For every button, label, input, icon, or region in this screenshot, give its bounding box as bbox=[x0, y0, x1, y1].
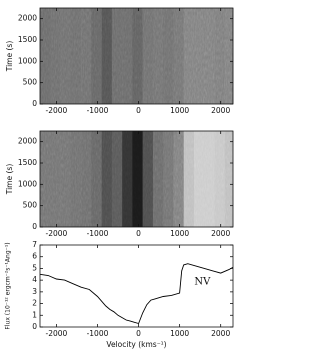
y-tick-label: 1000 bbox=[18, 56, 37, 65]
x-tick-label: 2000 bbox=[211, 329, 230, 338]
y-axis-label: Time (s) bbox=[5, 41, 14, 73]
noise-texture bbox=[40, 131, 233, 227]
y-tick-label: 4 bbox=[32, 275, 37, 284]
plot-frame bbox=[39, 7, 234, 105]
y-tick-label: 3 bbox=[32, 287, 37, 296]
x-tick-label: -1000 bbox=[87, 106, 109, 115]
x-tick-label: 0 bbox=[136, 329, 141, 338]
x-tick-label: -1000 bbox=[87, 329, 109, 338]
plot-frame bbox=[39, 244, 234, 328]
noise-texture bbox=[40, 8, 233, 104]
y-axis-label: Flux (10⁻¹² ergcm⁻²s⁻¹Ang⁻¹) bbox=[5, 242, 12, 329]
x-tick-label: -2000 bbox=[46, 329, 68, 338]
y-tick-label: 2000 bbox=[18, 14, 37, 23]
y-tick-label: 500 bbox=[23, 201, 38, 210]
x-axis-label: Velocity (kms⁻¹) bbox=[106, 340, 166, 349]
plot-frame bbox=[39, 130, 234, 228]
y-tick-label: 1500 bbox=[18, 35, 37, 44]
flux-line bbox=[39, 263, 234, 325]
y-tick-label: 0 bbox=[32, 99, 37, 108]
x-tick-label: 0 bbox=[136, 106, 141, 115]
y-axis-label: Time (s) bbox=[5, 164, 14, 196]
y-tick-label: 2000 bbox=[18, 137, 37, 146]
y-tick-label: 5 bbox=[32, 263, 37, 272]
annotation: NV bbox=[194, 276, 211, 287]
x-tick-label: 2000 bbox=[211, 229, 230, 238]
x-tick-label: 1000 bbox=[170, 229, 189, 238]
x-tick-label: 2000 bbox=[211, 106, 230, 115]
y-tick-label: 1 bbox=[32, 310, 37, 319]
y-tick-label: 0 bbox=[32, 322, 37, 331]
x-tick-label: 0 bbox=[136, 229, 141, 238]
x-tick-label: -2000 bbox=[46, 106, 68, 115]
x-tick-label: 1000 bbox=[170, 329, 189, 338]
y-tick-label: 500 bbox=[23, 78, 38, 87]
y-tick-label: 6 bbox=[32, 252, 37, 261]
x-tick-label: 1000 bbox=[170, 106, 189, 115]
y-tick-label: 0 bbox=[32, 222, 37, 231]
y-tick-label: 2 bbox=[32, 299, 37, 308]
figure: -2000 -1000 0 1000 20000500100015002000Time … bbox=[5, 7, 234, 349]
y-tick-label: 7 bbox=[32, 240, 37, 249]
y-tick-label: 1500 bbox=[18, 158, 37, 167]
x-tick-label: -1000 bbox=[87, 229, 109, 238]
y-tick-label: 1000 bbox=[18, 179, 37, 188]
x-tick-label: -2000 bbox=[46, 229, 68, 238]
